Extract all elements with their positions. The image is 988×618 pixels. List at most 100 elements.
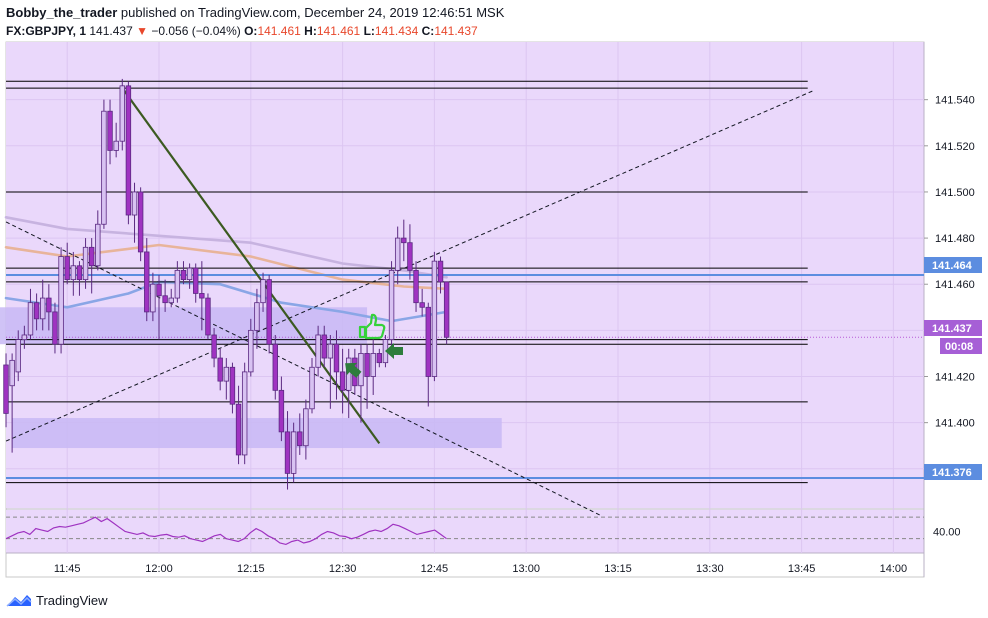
last-price: 141.437 [89, 24, 133, 38]
candle-body-22 [137, 191, 144, 253]
candle-body-5 [33, 302, 40, 320]
candle-23 [144, 238, 150, 322]
candle-71 [437, 256, 444, 294]
candle-body-41 [254, 302, 260, 331]
author-name[interactable]: Bobby_the_trader [6, 5, 118, 20]
candle-70 [431, 251, 438, 382]
candle-56 [346, 348, 352, 419]
candle-25 [156, 275, 162, 340]
time-tick-label-9: 14:00 [880, 563, 908, 575]
candle-body-4 [27, 302, 34, 336]
oscillator-pane: 40.00 [5, 516, 961, 546]
last-price-badge-text: 141.437 [932, 323, 972, 335]
candle-body-14 [88, 246, 95, 267]
candle-36 [223, 358, 230, 400]
candle-body-64 [394, 237, 401, 271]
candle-24 [150, 272, 156, 322]
time-tick-label-8: 13:45 [788, 563, 816, 575]
time-axis[interactable]: 11:45 12:00 12:15 12:30 12:45 13:00 13:15 13:30… [54, 563, 907, 575]
candle-51 [315, 325, 321, 377]
price-tick-label-0: 141.540 [935, 95, 975, 107]
open-value: 141.461 [257, 24, 301, 38]
candle-53 [327, 334, 334, 409]
candle-body-13 [82, 246, 89, 281]
candle-12 [76, 261, 83, 296]
candle-2 [15, 330, 21, 382]
candle-55 [339, 348, 346, 414]
horizontal-levels [6, 80, 924, 484]
candle-body-35 [217, 357, 223, 382]
candle-43 [266, 275, 272, 354]
candle-1 [9, 353, 15, 453]
candle-body-0 [3, 364, 9, 414]
candle-49 [303, 399, 309, 460]
candle-body-54 [333, 343, 340, 373]
countdown-badge: 00:08 [940, 338, 982, 354]
candle-41 [254, 288, 260, 349]
candle-body-18 [113, 140, 119, 151]
published-text: published on TradingView.com, December 2… [120, 5, 505, 20]
candle-52 [321, 325, 327, 368]
candle-11 [70, 251, 77, 296]
candle-body-46 [284, 431, 291, 474]
price-tick-label-3: 141.480 [935, 233, 975, 245]
candle-body-66 [407, 242, 413, 271]
candle-body-10 [64, 256, 70, 281]
down-arrow-icon: ▼ [136, 24, 148, 38]
candle-body-53 [327, 343, 334, 359]
level-low-badge-box [924, 464, 982, 480]
candle-body-31 [193, 267, 199, 294]
candle-body-69 [425, 306, 431, 377]
diagonal-arrow-icon [345, 362, 362, 378]
candle-body-38 [235, 403, 242, 456]
candle-body-49 [303, 408, 309, 447]
candle-3 [21, 325, 28, 349]
candle-body-12 [76, 265, 83, 281]
candle-61 [376, 348, 383, 368]
candle-66 [407, 224, 413, 280]
candle-body-36 [223, 366, 230, 382]
candle-44 [272, 334, 278, 400]
candle-body-40 [248, 329, 254, 373]
time-tick-label-6: 13:15 [604, 563, 632, 575]
time-tick-label-7: 13:30 [696, 563, 724, 575]
candle-21 [131, 182, 138, 243]
tradingview-brand[interactable]: TradingView [36, 592, 108, 608]
candle-body-44 [272, 343, 278, 391]
candle-body-15 [95, 223, 101, 267]
candle-54 [333, 330, 340, 400]
low-label: L: [363, 24, 375, 38]
candle-body-55 [339, 371, 346, 391]
candle-body-39 [241, 371, 248, 456]
price-axis[interactable]: 141.540 141.520 141.500 141.480 141.460 141.4… [924, 95, 975, 476]
candle-33 [205, 293, 211, 340]
candle-0 [3, 353, 9, 428]
countdown-badge-text: 00:08 [945, 341, 973, 353]
candle-body-51 [315, 334, 321, 368]
moving-average-0 [4, 216, 448, 279]
candle-body-45 [278, 389, 285, 433]
tradingview-logo-icon[interactable] [6, 593, 32, 607]
candle-40 [248, 318, 254, 377]
countdown-badge-box [940, 338, 982, 354]
candle-body-25 [156, 283, 162, 297]
candle-body-43 [266, 279, 272, 345]
level-high-badge-box [924, 257, 982, 273]
candle-46 [284, 411, 291, 490]
price-change: −0.056 (−0.04%) [151, 24, 241, 38]
candle-body-47 [290, 431, 297, 474]
level-low-badge-text: 141.376 [932, 467, 972, 479]
candle-9 [58, 247, 64, 354]
candle-body-48 [297, 431, 303, 447]
candle-59 [364, 344, 370, 409]
price-tick-label-7: 141.400 [935, 418, 975, 430]
time-tick-label-2: 12:15 [237, 563, 265, 575]
candle-body-37 [229, 366, 236, 405]
candle-16 [101, 99, 107, 229]
candle-38 [235, 385, 242, 465]
chart-header: Bobby_the_trader published on TradingVie… [6, 4, 986, 40]
candle-body-21 [131, 191, 138, 216]
high-value: 141.461 [316, 24, 361, 38]
time-tick-label-3: 12:30 [329, 563, 357, 575]
